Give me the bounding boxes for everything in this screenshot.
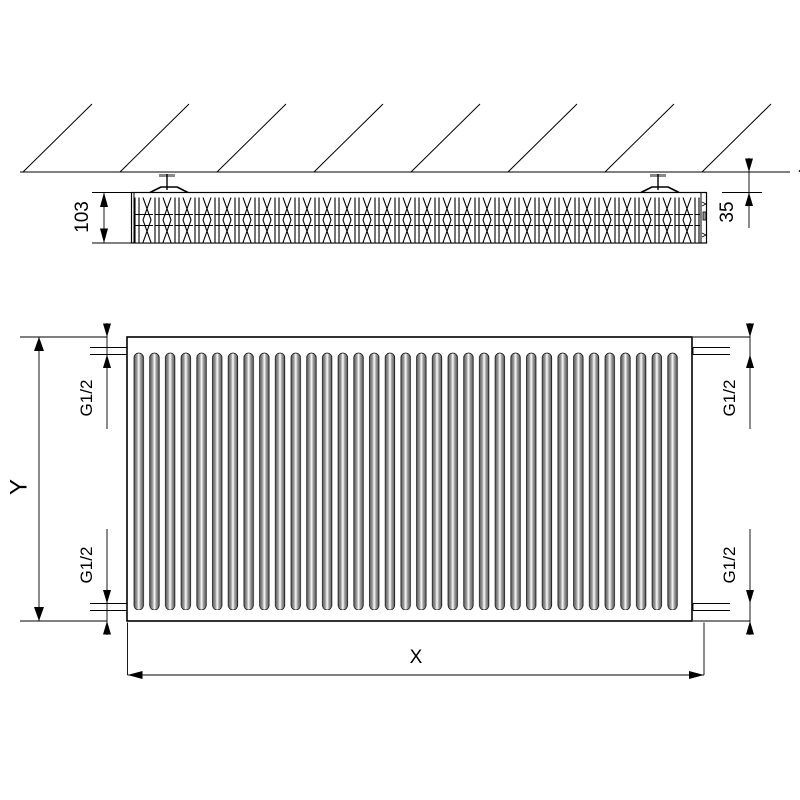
svg-text:35: 35 bbox=[717, 201, 738, 222]
svg-text:G1/2: G1/2 bbox=[77, 547, 96, 584]
svg-text:Y: Y bbox=[5, 479, 32, 495]
svg-text:G1/2: G1/2 bbox=[77, 380, 96, 417]
svg-text:G1/2: G1/2 bbox=[720, 547, 739, 584]
svg-text:G1/2: G1/2 bbox=[720, 380, 739, 417]
svg-text:X: X bbox=[410, 647, 423, 668]
svg-text:103: 103 bbox=[72, 201, 93, 233]
